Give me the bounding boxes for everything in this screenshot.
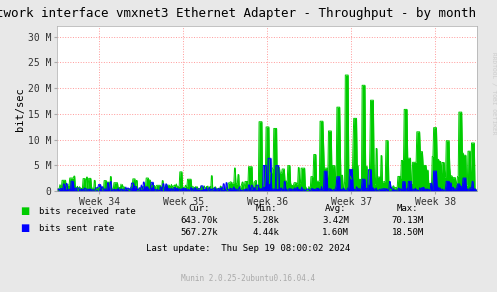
Text: Cur:: Cur: bbox=[188, 204, 210, 213]
Y-axis label: bit/sec: bit/sec bbox=[15, 87, 25, 131]
Text: Network interface vmxnet3 Ethernet Adapter - Throughput - by month: Network interface vmxnet3 Ethernet Adapt… bbox=[0, 7, 476, 20]
Text: Munin 2.0.25-2ubuntu0.16.04.4: Munin 2.0.25-2ubuntu0.16.04.4 bbox=[181, 274, 316, 284]
Text: 4.44k: 4.44k bbox=[252, 228, 279, 237]
Text: bits sent rate: bits sent rate bbox=[39, 224, 114, 233]
Text: RRDTOOL / TOBI OETIKER: RRDTOOL / TOBI OETIKER bbox=[491, 52, 496, 135]
Text: 70.13M: 70.13M bbox=[392, 216, 423, 225]
Text: 567.27k: 567.27k bbox=[180, 228, 218, 237]
Text: 1.60M: 1.60M bbox=[322, 228, 349, 237]
Text: 18.50M: 18.50M bbox=[392, 228, 423, 237]
Text: bits received rate: bits received rate bbox=[39, 207, 136, 216]
Text: 5.28k: 5.28k bbox=[252, 216, 279, 225]
Text: 643.70k: 643.70k bbox=[180, 216, 218, 225]
Text: Min:: Min: bbox=[255, 204, 277, 213]
Text: 3.42M: 3.42M bbox=[322, 216, 349, 225]
Text: Last update:  Thu Sep 19 08:00:02 2024: Last update: Thu Sep 19 08:00:02 2024 bbox=[147, 244, 350, 253]
Text: Avg:: Avg: bbox=[325, 204, 346, 213]
Text: ■: ■ bbox=[20, 223, 29, 233]
Text: Max:: Max: bbox=[397, 204, 418, 213]
Text: ■: ■ bbox=[20, 206, 29, 216]
